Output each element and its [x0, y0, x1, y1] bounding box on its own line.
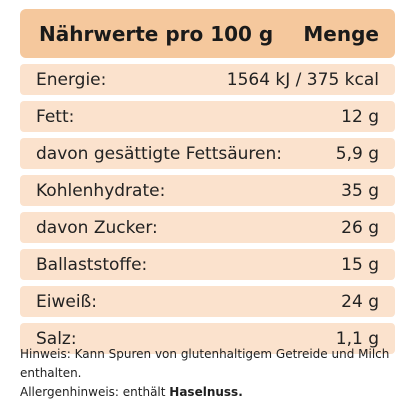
- row-value: 5,9 g: [335, 143, 379, 164]
- allergen-hint: Allergenhinweis: enthält Haselnuss.: [20, 383, 400, 402]
- row-label: Salz:: [36, 328, 77, 349]
- row-value: 35 g: [341, 180, 379, 201]
- notes-section: Hinweis: Kann Spuren von glutenhaltigem …: [20, 345, 400, 402]
- row-label: Eiweiß:: [36, 291, 97, 312]
- row-label: davon Zucker:: [36, 217, 158, 238]
- row-label: davon gesättigte Fettsäuren:: [36, 143, 283, 164]
- trace-hint: Hinweis: Kann Spuren von glutenhaltigem …: [20, 347, 390, 380]
- table-row-energy: Energie: 1564 kJ / 375 kcal: [20, 64, 395, 95]
- row-value: 1,1 g: [335, 328, 379, 349]
- table-row-protein: Eiweiß: 24 g: [20, 286, 395, 317]
- nutrition-table: Nährwerte pro 100 g Menge Energie: 1564 …: [20, 9, 395, 354]
- row-value: 12 g: [341, 106, 379, 127]
- header-amount-label: Menge: [303, 21, 379, 46]
- row-label: Kohlenhydrate:: [36, 180, 166, 201]
- row-label: Fett:: [36, 106, 75, 127]
- table-row-fat: Fett: 12 g: [20, 101, 395, 132]
- row-value: 15 g: [341, 254, 379, 275]
- row-label: Ballaststoffe:: [36, 254, 148, 275]
- table-row-fiber: Ballaststoffe: 15 g: [20, 249, 395, 280]
- table-row-sugar: davon Zucker: 26 g: [20, 212, 395, 243]
- row-value: 1564 kJ / 375 kcal: [226, 69, 379, 90]
- header-label: Nährwerte pro 100 g: [39, 21, 274, 46]
- table-row-saturated-fat: davon gesättigte Fettsäuren: 5,9 g: [20, 138, 395, 169]
- table-row-salt: Salz: 1,1 g: [20, 323, 395, 354]
- row-value: 24 g: [341, 291, 379, 312]
- table-row-carbohydrates: Kohlenhydrate: 35 g: [20, 175, 395, 206]
- row-label: Energie:: [36, 69, 107, 90]
- allergen-item: Haselnuss.: [169, 385, 243, 399]
- table-header: Nährwerte pro 100 g Menge: [20, 9, 395, 58]
- allergen-prefix: Allergenhinweis: enthält: [20, 385, 170, 399]
- row-value: 26 g: [341, 217, 379, 238]
